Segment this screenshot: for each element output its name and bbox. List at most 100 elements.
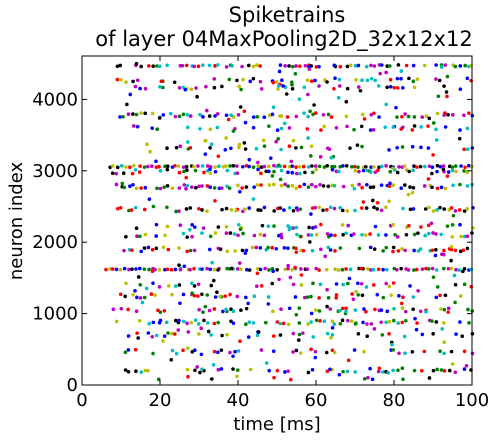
spike-point	[216, 225, 221, 229]
spike-point	[388, 77, 393, 82]
spike-point	[453, 282, 458, 287]
spike-point	[223, 294, 228, 298]
spike-point	[330, 326, 335, 330]
spike-point	[410, 350, 415, 354]
spike-point	[151, 64, 155, 68]
spike-point	[123, 368, 128, 372]
spike-point	[357, 169, 361, 174]
spike-point	[269, 156, 273, 160]
spike-point	[310, 206, 315, 210]
spike-point	[384, 205, 388, 210]
spike-point	[376, 84, 381, 88]
spike-point	[215, 125, 220, 130]
spike-point	[467, 111, 471, 115]
spike-point	[218, 294, 222, 299]
spike-point	[321, 208, 325, 213]
spike-point	[246, 335, 251, 339]
spike-point	[404, 232, 409, 237]
spike-point	[123, 350, 128, 355]
spike-point	[400, 86, 405, 90]
spike-point	[157, 64, 162, 69]
spike-point	[434, 138, 439, 142]
spike-point	[281, 84, 285, 88]
spike-point	[325, 369, 330, 374]
spike-point	[310, 182, 314, 187]
spike-point	[178, 223, 183, 227]
spike-point	[391, 318, 396, 323]
spike-point	[350, 292, 354, 296]
spike-point	[454, 267, 458, 272]
spike-point	[181, 319, 186, 324]
spike-point	[143, 232, 148, 237]
spike-point	[453, 209, 458, 213]
spike-point	[446, 310, 450, 314]
spike-point	[346, 318, 350, 323]
spike-point	[385, 64, 390, 68]
spike-point	[134, 61, 139, 66]
spike-point	[267, 113, 272, 118]
spike-point	[380, 370, 385, 374]
spike-point	[430, 185, 434, 190]
spike-point	[118, 115, 122, 119]
spike-point	[205, 293, 210, 297]
spike-point	[317, 268, 321, 272]
spike-point	[436, 94, 441, 99]
spike-point	[203, 139, 207, 143]
spike-point	[399, 301, 404, 306]
spike-point	[163, 164, 167, 169]
spike-point	[306, 370, 311, 375]
spike-point	[378, 71, 382, 76]
spike-point	[423, 207, 428, 211]
spike-point	[215, 290, 219, 295]
spike-point	[294, 171, 299, 176]
spike-point	[186, 374, 190, 379]
spike-point	[400, 247, 404, 251]
spike-point	[126, 307, 130, 312]
spike-point	[290, 64, 295, 69]
spike-point	[146, 331, 151, 335]
spike-point	[150, 126, 155, 130]
spike-point	[439, 185, 444, 190]
spike-point	[365, 334, 370, 339]
spike-point	[244, 306, 249, 311]
spike-point	[224, 231, 229, 235]
spike-point	[434, 295, 439, 300]
spike-point	[133, 289, 137, 293]
spike-point	[329, 115, 334, 119]
spike-point	[358, 88, 363, 93]
spike-point	[338, 321, 343, 326]
spike-point	[379, 63, 384, 67]
spike-point	[463, 165, 467, 170]
spike-point	[334, 169, 339, 174]
spike-point	[376, 168, 380, 173]
spike-point	[188, 267, 192, 272]
spike-point	[344, 99, 349, 104]
spike-point	[356, 281, 360, 286]
spike-point	[170, 186, 175, 190]
spike-point	[442, 84, 446, 88]
spike-point	[206, 329, 211, 334]
spike-point	[442, 351, 446, 356]
spike-point	[435, 111, 440, 116]
spike-point	[138, 234, 142, 239]
spike-point	[311, 335, 316, 339]
spike-point	[450, 362, 455, 366]
spike-point	[422, 184, 427, 188]
spike-point	[309, 294, 313, 299]
spike-point	[208, 234, 213, 239]
spike-point	[196, 64, 201, 69]
spike-point	[174, 209, 178, 214]
spike-point	[449, 244, 454, 249]
spike-point	[144, 286, 149, 291]
spike-point	[443, 125, 448, 129]
spike-point	[282, 164, 287, 169]
spike-point	[369, 112, 374, 117]
spike-point	[246, 301, 250, 306]
spike-point	[434, 268, 439, 272]
spike-point	[298, 184, 302, 189]
spike-point	[231, 309, 236, 314]
spike-point	[391, 166, 395, 171]
spike-point	[309, 347, 313, 352]
spike-point	[427, 116, 432, 121]
spike-point	[278, 321, 283, 326]
